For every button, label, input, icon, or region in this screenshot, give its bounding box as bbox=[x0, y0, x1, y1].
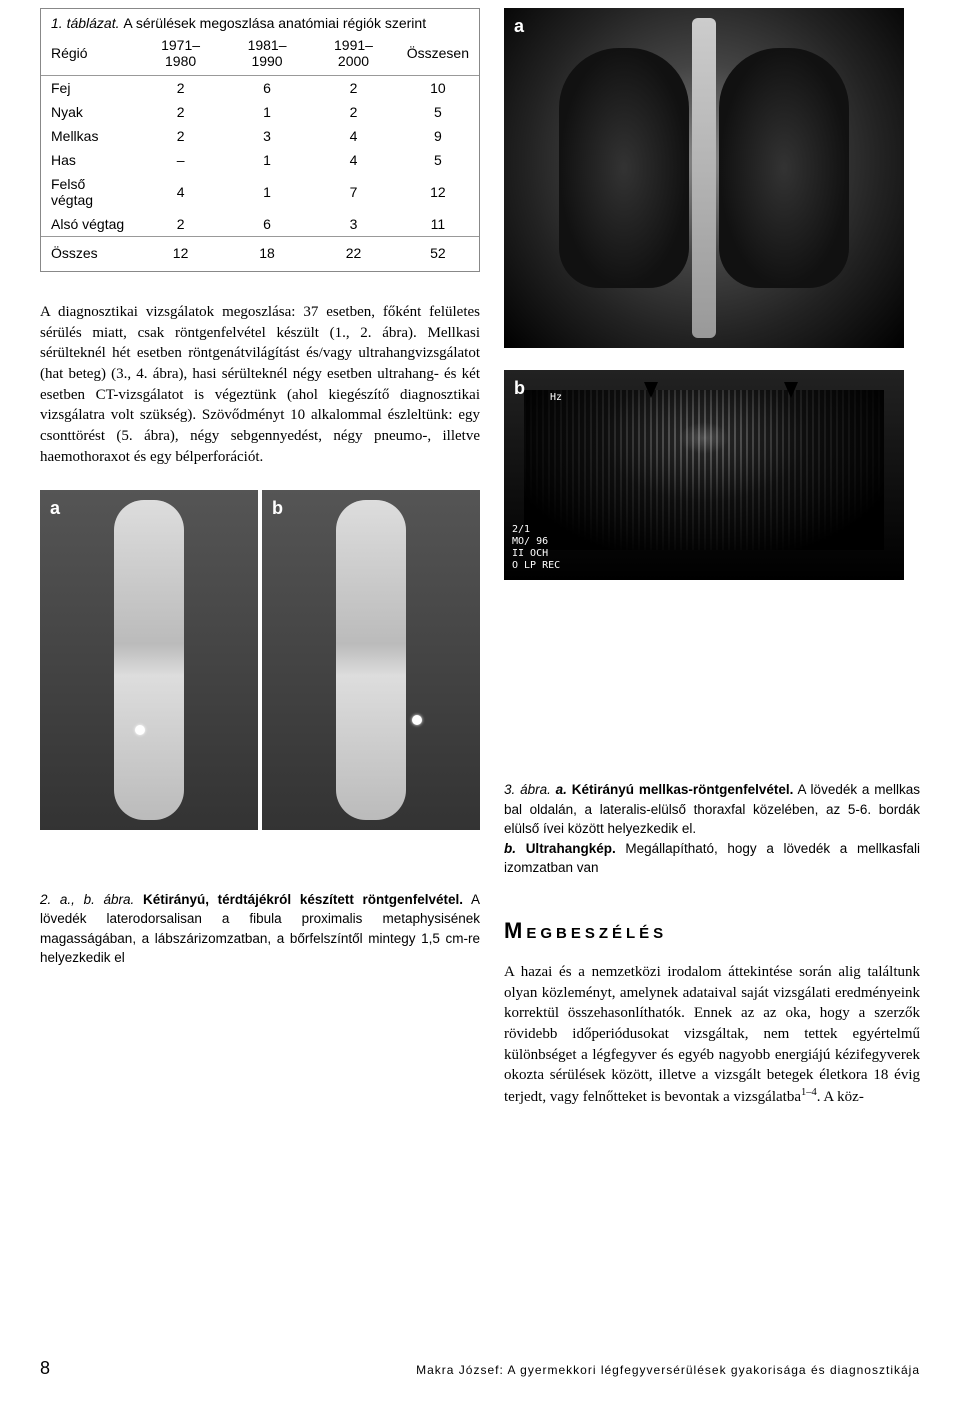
table-cell: 2 bbox=[310, 76, 396, 101]
table-cell: 2 bbox=[137, 212, 223, 237]
table-cell: – bbox=[137, 148, 223, 172]
us-line: II OCH bbox=[512, 548, 560, 560]
us-hz-label: Hz bbox=[550, 392, 562, 404]
table-cell: 5 bbox=[397, 148, 479, 172]
arrow-down-icon bbox=[784, 382, 798, 398]
table-cell: 18 bbox=[224, 237, 310, 272]
table-1: 1. táblázat. A sérülések megoszlása anat… bbox=[40, 8, 480, 272]
table-cell: 12 bbox=[137, 237, 223, 272]
para2-part1: A hazai és a nemzetközi irodalom áttekin… bbox=[504, 964, 920, 1105]
table-cell: 6 bbox=[224, 212, 310, 237]
para2-part2: . A köz- bbox=[817, 1089, 864, 1105]
table-row: Mellkas2349 bbox=[41, 124, 479, 148]
caption-3-a-bold: a. bbox=[556, 782, 567, 797]
us-line: MO/ 96 bbox=[512, 536, 560, 548]
table-cell: 6 bbox=[224, 76, 310, 101]
table-cell: 5 bbox=[397, 100, 479, 124]
table-cell: 4 bbox=[137, 172, 223, 212]
table-cell: 12 bbox=[397, 172, 479, 212]
figure-3-caption: 3. ábra. a. Kétirányú mellkas-röntgenfel… bbox=[504, 780, 920, 878]
us-readout: 2/1 MO/ 96 II OCH O LP REC bbox=[512, 524, 560, 572]
citation-sup: 1–4 bbox=[801, 1087, 817, 1098]
table-cell: 2 bbox=[137, 100, 223, 124]
table-cell: Mellkas bbox=[41, 124, 137, 148]
paragraph-discussion: A hazai és a nemzetközi irodalom áttekin… bbox=[504, 962, 920, 1108]
left-column: 1. táblázat. A sérülések megoszlása anat… bbox=[40, 8, 480, 1108]
us-line: 2/1 bbox=[512, 524, 560, 536]
caption-3-b-bold: b. bbox=[504, 841, 516, 856]
table-total-row: Összes12182252 bbox=[41, 237, 479, 272]
bullet-marker-icon bbox=[412, 715, 422, 725]
table-cell: Felső végtag bbox=[41, 172, 137, 212]
figure-3b-label: b bbox=[514, 378, 525, 399]
figure-3a-chest-xray: a bbox=[504, 8, 904, 348]
col-1971: 1971–1980 bbox=[137, 31, 223, 76]
table-cell: Has bbox=[41, 148, 137, 172]
table-cell: 7 bbox=[310, 172, 396, 212]
table-row: Felső végtag41712 bbox=[41, 172, 479, 212]
table-cell: 11 bbox=[397, 212, 479, 237]
table-cell: Alsó végtag bbox=[41, 212, 137, 237]
bullet-marker-icon bbox=[822, 153, 834, 165]
table-cell: 9 bbox=[397, 124, 479, 148]
caption-3-lead: 3. ábra. bbox=[504, 782, 556, 797]
table-cell: 3 bbox=[310, 212, 396, 237]
us-line: O LP REC bbox=[512, 560, 560, 572]
figure-2-caption: 2. a., b. ábra. Kétirányú, térdtájékról … bbox=[40, 890, 480, 968]
table-cell: 22 bbox=[310, 237, 396, 272]
table-cell: Fej bbox=[41, 76, 137, 101]
table-title-rest: A sérülések megoszlása anatómiai régiók … bbox=[123, 15, 426, 31]
running-head: Makra József: A gyermekkori légfegyversé… bbox=[90, 1363, 920, 1377]
caption-lead: 2. a., b. ábra. bbox=[40, 892, 143, 907]
spine-shape bbox=[692, 18, 716, 338]
figure-2b-xray: b bbox=[262, 490, 480, 830]
col-total: Összesen bbox=[397, 31, 479, 76]
col-regio: Régió bbox=[41, 31, 137, 76]
table-cell: 1 bbox=[224, 148, 310, 172]
table-row: Has–145 bbox=[41, 148, 479, 172]
caption-3-a: Kétirányú mellkas-röntgenfelvétel. bbox=[572, 782, 794, 797]
table-title: 1. táblázat. A sérülések megoszlása anat… bbox=[41, 9, 479, 31]
right-column: a b Hz 2/1 MO/ 96 II OCH O LP REC 3. ábr… bbox=[504, 8, 920, 1108]
table-cell: 4 bbox=[310, 148, 396, 172]
table-cell: Nyak bbox=[41, 100, 137, 124]
table-cell: 2 bbox=[310, 100, 396, 124]
figure-3a-label: a bbox=[514, 16, 524, 37]
figure-2-row: a b bbox=[40, 490, 480, 830]
table-cell: 52 bbox=[397, 237, 479, 272]
table-cell: 2 bbox=[137, 76, 223, 101]
table-cell: 1 bbox=[224, 100, 310, 124]
page-number: 8 bbox=[40, 1358, 50, 1379]
col-1981: 1981–1990 bbox=[224, 31, 310, 76]
figure-2b-label: b bbox=[272, 498, 283, 519]
table-cell: Összes bbox=[41, 237, 137, 272]
caption-bold: Kétirányú, térdtájékról készített röntge… bbox=[143, 892, 463, 907]
col-1991: 1991–2000 bbox=[310, 31, 396, 76]
figure-2a-label: a bbox=[50, 498, 60, 519]
paragraph-diagnostics: A diagnosztikai vizsgálatok megoszlása: … bbox=[40, 302, 480, 468]
table-title-lead: 1. táblázat. bbox=[51, 15, 120, 31]
table-cell: 2 bbox=[137, 124, 223, 148]
section-heading-discussion: Megbeszélés bbox=[504, 918, 920, 944]
table-cell: 10 bbox=[397, 76, 479, 101]
figure-3b-ultrasound: b Hz 2/1 MO/ 96 II OCH O LP REC bbox=[504, 370, 904, 580]
table-cell: 1 bbox=[224, 172, 310, 212]
injury-table: Régió 1971–1980 1981–1990 1991–2000 Össz… bbox=[41, 31, 479, 271]
arrow-down-icon bbox=[644, 382, 658, 398]
table-row: Nyak2125 bbox=[41, 100, 479, 124]
table-row: Alsó végtag26311 bbox=[41, 212, 479, 237]
caption-3-b: Ultrahangkép. bbox=[526, 841, 616, 856]
table-cell: 3 bbox=[224, 124, 310, 148]
bullet-marker-icon bbox=[135, 725, 145, 735]
page-footer: 8 Makra József: A gyermekkori légfegyver… bbox=[40, 1358, 920, 1379]
figure-2a-xray: a bbox=[40, 490, 258, 830]
table-header-row: Régió 1971–1980 1981–1990 1991–2000 Össz… bbox=[41, 31, 479, 76]
table-cell: 4 bbox=[310, 124, 396, 148]
table-row: Fej26210 bbox=[41, 76, 479, 101]
